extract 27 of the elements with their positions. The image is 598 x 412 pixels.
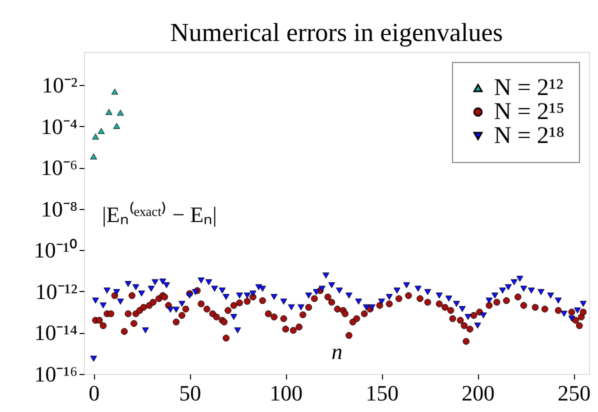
x-tick-label: 250 (558, 380, 591, 406)
x-tick-label: 150 (366, 380, 399, 406)
point (90, 153, 98, 160)
legend-label: N = 2¹⁵ (494, 99, 564, 125)
y-tick-label: 10⁻¹⁶ (34, 362, 78, 386)
y-tick-label: 10⁻⁸ (40, 196, 78, 222)
y-tick-label: 10⁻⁴ (40, 114, 78, 139)
point (117, 110, 124, 116)
point (98, 128, 105, 134)
point (111, 88, 118, 95)
y-axis-title: |Eₙ⁽ᵉˣᵃᶜᵗ⁾ − Eₙ| (102, 202, 217, 227)
legend-label: N = 2¹² (494, 75, 564, 101)
legend-label: N = 2¹⁸ (494, 123, 564, 149)
x-tick-label: 200 (462, 380, 495, 406)
y-tick-label: 10⁻¹⁴ (34, 320, 78, 346)
y-tick-label: 10⁻⁶ (40, 155, 78, 180)
y-tick-label: 10⁻² (42, 72, 78, 98)
point (106, 108, 112, 115)
chart-title: Numerical errors in eigenvalues (170, 18, 503, 47)
x-axis-title: n (332, 339, 342, 364)
x-tick-label: 50 (179, 380, 202, 406)
point (113, 122, 120, 129)
y-tick-label: 10⁻¹⁰ (34, 238, 78, 263)
x-tick-label: 100 (270, 380, 303, 406)
x-tick-label: 0 (88, 380, 100, 406)
y-tick-label: 10⁻¹² (35, 278, 78, 304)
point (92, 134, 99, 140)
